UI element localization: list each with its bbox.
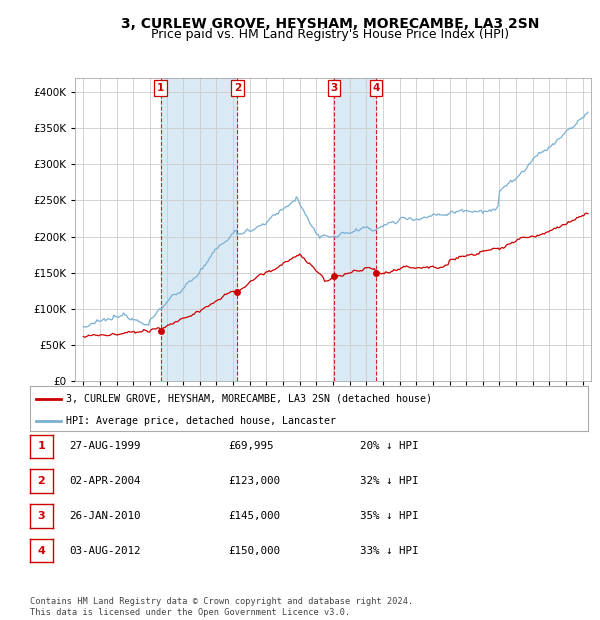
Bar bbox=[161, 78, 237, 381]
Text: £145,000: £145,000 bbox=[228, 511, 280, 521]
Text: 03-AUG-2012: 03-AUG-2012 bbox=[69, 546, 140, 556]
Text: 2: 2 bbox=[233, 83, 241, 93]
Text: 33% ↓ HPI: 33% ↓ HPI bbox=[360, 546, 419, 556]
Text: 1: 1 bbox=[38, 441, 45, 451]
Text: 26-JAN-2010: 26-JAN-2010 bbox=[69, 511, 140, 521]
Text: 1: 1 bbox=[157, 83, 164, 93]
Bar bbox=[334, 78, 376, 381]
Text: 35% ↓ HPI: 35% ↓ HPI bbox=[360, 511, 419, 521]
Text: 3, CURLEW GROVE, HEYSHAM, MORECAMBE, LA3 2SN (detached house): 3, CURLEW GROVE, HEYSHAM, MORECAMBE, LA3… bbox=[66, 394, 432, 404]
Text: 4: 4 bbox=[372, 83, 380, 93]
Text: 3, CURLEW GROVE, HEYSHAM, MORECAMBE, LA3 2SN: 3, CURLEW GROVE, HEYSHAM, MORECAMBE, LA3… bbox=[121, 17, 539, 31]
Text: Price paid vs. HM Land Registry's House Price Index (HPI): Price paid vs. HM Land Registry's House … bbox=[151, 28, 509, 41]
Text: 3: 3 bbox=[38, 511, 45, 521]
Text: 2: 2 bbox=[38, 476, 45, 486]
Text: Contains HM Land Registry data © Crown copyright and database right 2024.
This d: Contains HM Land Registry data © Crown c… bbox=[30, 598, 413, 617]
Text: 3: 3 bbox=[331, 83, 338, 93]
Text: 32% ↓ HPI: 32% ↓ HPI bbox=[360, 476, 419, 486]
Text: 4: 4 bbox=[37, 546, 46, 556]
Text: 20% ↓ HPI: 20% ↓ HPI bbox=[360, 441, 419, 451]
Text: HPI: Average price, detached house, Lancaster: HPI: Average price, detached house, Lanc… bbox=[66, 416, 336, 426]
Text: £69,995: £69,995 bbox=[228, 441, 274, 451]
Text: £123,000: £123,000 bbox=[228, 476, 280, 486]
Text: 02-APR-2004: 02-APR-2004 bbox=[69, 476, 140, 486]
Text: £150,000: £150,000 bbox=[228, 546, 280, 556]
Text: 27-AUG-1999: 27-AUG-1999 bbox=[69, 441, 140, 451]
